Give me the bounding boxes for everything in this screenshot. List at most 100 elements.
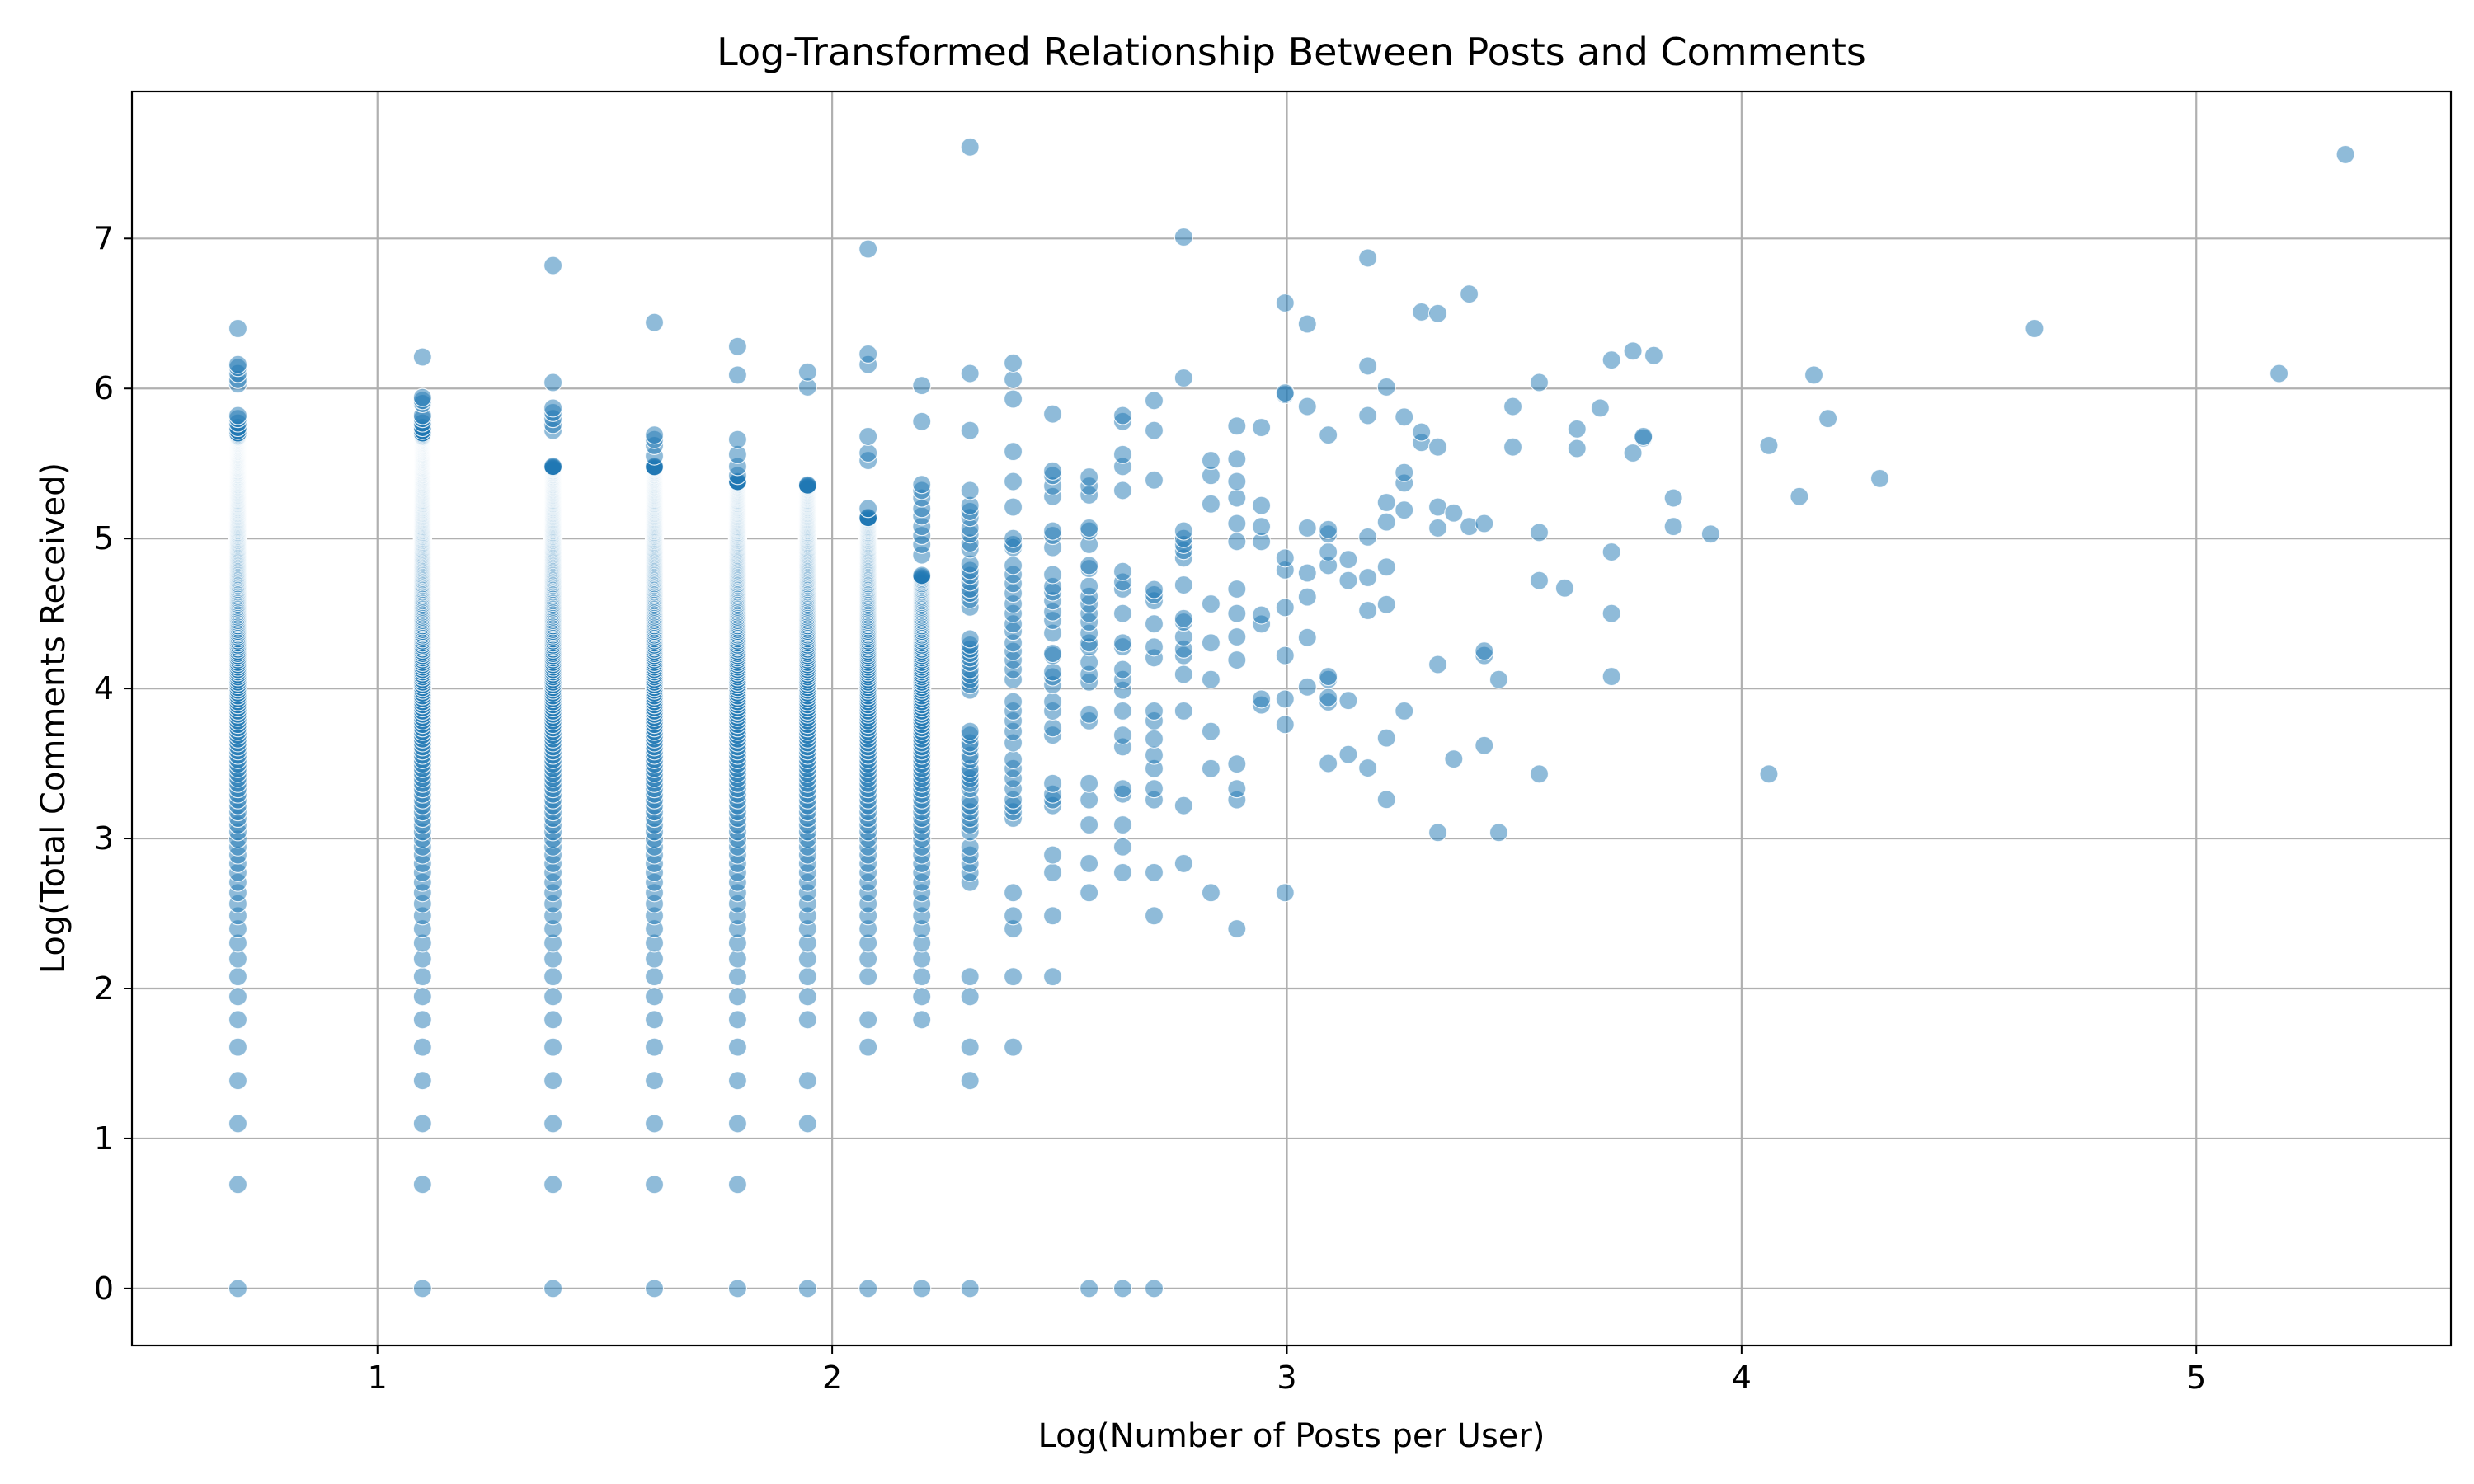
- data-point: [1144, 580, 1164, 599]
- data-point: [1252, 417, 1272, 438]
- data-point: [727, 365, 748, 385]
- data-point: [1144, 391, 1164, 411]
- data-point: [1376, 557, 1396, 577]
- data-point: [1042, 565, 1063, 585]
- data-point: [1818, 409, 1838, 429]
- data-point: [1663, 488, 1683, 508]
- data-point: [1042, 692, 1063, 711]
- data-point: [858, 499, 878, 519]
- data-point: [1042, 906, 1063, 926]
- data-point: [1444, 749, 1464, 769]
- data-point: [1042, 521, 1063, 541]
- data-point: [1503, 397, 1523, 416]
- data-point: [1201, 883, 1221, 903]
- data-point: [1144, 1279, 1164, 1298]
- data-point: [543, 1114, 563, 1134]
- data-point: [1475, 514, 1494, 533]
- data-point: [412, 1037, 432, 1057]
- data-point: [1567, 439, 1587, 458]
- data-point: [727, 1175, 748, 1195]
- data-point: [1112, 701, 1133, 721]
- data-point: [543, 1279, 563, 1298]
- data-point: [1079, 815, 1099, 835]
- data-point: [1079, 790, 1099, 810]
- data-point: [1395, 701, 1414, 721]
- data-point: [644, 312, 665, 332]
- data-point: [797, 1114, 817, 1134]
- data-point: [912, 1279, 932, 1298]
- data-point: [1503, 437, 1523, 457]
- data-point: [543, 1010, 563, 1030]
- data-point: [727, 336, 748, 356]
- data-point: [228, 1175, 248, 1195]
- data-point: [543, 398, 563, 418]
- data-point: [1201, 758, 1221, 778]
- data-point: [1227, 650, 1247, 670]
- data-point: [412, 1010, 432, 1030]
- data-point: [228, 318, 248, 339]
- data-point: [727, 1071, 748, 1091]
- data-point: [228, 1114, 248, 1134]
- data-point: [228, 1037, 248, 1057]
- data-point: [1567, 419, 1587, 439]
- data-point: [1112, 603, 1133, 623]
- data-point: [727, 987, 748, 1007]
- data-point: [1602, 603, 1621, 623]
- data-point: [858, 967, 878, 987]
- data-point: [1227, 488, 1247, 508]
- data-point: [960, 420, 980, 440]
- y-tick-label: 6: [94, 370, 114, 406]
- data-point: [1003, 472, 1023, 491]
- data-point: [1358, 527, 1378, 547]
- data-point: [1358, 248, 1378, 268]
- data-point: [228, 987, 248, 1007]
- data-point: [1297, 627, 1317, 647]
- data-point: [1144, 862, 1164, 882]
- data-point: [960, 364, 980, 383]
- data-point: [1376, 512, 1396, 532]
- data-point: [1201, 721, 1221, 741]
- data-point: [1475, 641, 1494, 661]
- y-tick-label: 0: [94, 1270, 114, 1307]
- data-point: [1475, 735, 1494, 755]
- data-point: [1174, 701, 1193, 721]
- data-point: [644, 1114, 665, 1134]
- data-point: [1338, 550, 1358, 570]
- data-point: [727, 1010, 748, 1030]
- data-point: [644, 1010, 665, 1030]
- data-point: [1144, 614, 1164, 634]
- data-point: [644, 967, 665, 987]
- data-point: [543, 967, 563, 987]
- data-point: [1529, 764, 1550, 784]
- data-point: [1201, 594, 1221, 614]
- data-point: [412, 1279, 432, 1298]
- data-point: [1252, 495, 1272, 515]
- data-point: [1112, 726, 1133, 745]
- data-point: [1042, 773, 1063, 793]
- data-point: [1804, 365, 1824, 385]
- data-point: [543, 1175, 563, 1195]
- data-point: [1338, 571, 1358, 590]
- data-point: [1003, 556, 1023, 575]
- data-point: [1427, 823, 1448, 843]
- data-point: [797, 1010, 817, 1030]
- data-point: [727, 1279, 748, 1298]
- data-point: [644, 987, 665, 1007]
- data-point: [1634, 426, 1653, 447]
- data-point: [1319, 542, 1338, 562]
- data-point: [960, 629, 980, 649]
- data-point: [797, 987, 817, 1007]
- data-point: [1623, 443, 1643, 463]
- plot-frame: [130, 90, 2453, 1347]
- data-point: [1174, 575, 1193, 595]
- data-point: [1079, 1279, 1099, 1298]
- data-point: [912, 475, 932, 495]
- data-point: [1554, 578, 1574, 598]
- y-tick-label: 4: [94, 670, 114, 707]
- data-point: [1602, 350, 1621, 370]
- data-point: [1759, 764, 1779, 784]
- data-point: [960, 721, 980, 741]
- data-point: [1144, 779, 1164, 799]
- data-point: [1003, 906, 1023, 926]
- data-point: [858, 443, 878, 463]
